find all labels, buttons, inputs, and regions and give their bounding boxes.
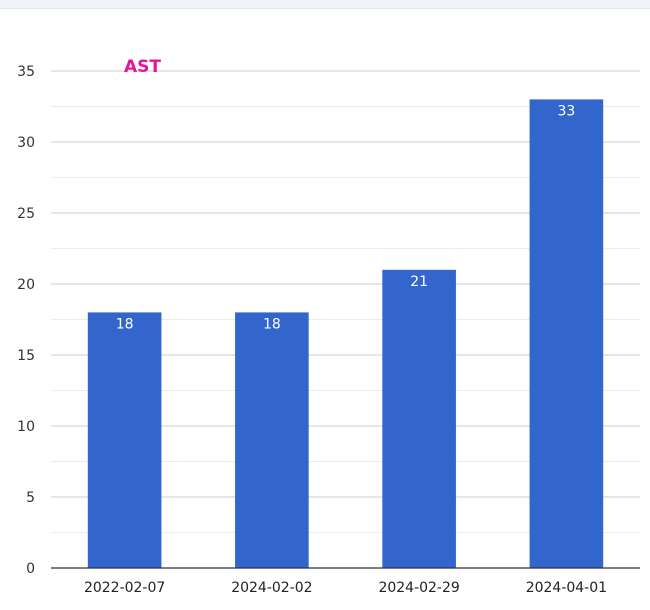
bar: [382, 269, 456, 568]
bar: [87, 312, 162, 568]
bars: 18 18 21 33: [87, 99, 604, 569]
bar: [235, 312, 309, 568]
y-tick-label: 10: [17, 419, 35, 435]
y-tick-label: 15: [17, 348, 35, 364]
bar-data-label: 33: [557, 103, 575, 119]
axes: 0 5 10 15 20 25 30 35 2022-02-07 2024-02-02 2024-0…: [17, 64, 640, 596]
y-tick-label: 30: [17, 135, 35, 151]
bar-data-label: 18: [263, 316, 281, 332]
bar-data-label: 21: [410, 274, 428, 290]
y-tick-label: 35: [17, 64, 35, 80]
bar: [529, 99, 604, 569]
top-strip: [0, 0, 650, 9]
x-tick-label: 2022-02-07: [84, 580, 165, 596]
x-tick-label: 2024-02-29: [378, 580, 459, 596]
x-tick-label: 2024-02-02: [231, 580, 312, 596]
bar-data-label: 18: [116, 316, 134, 332]
chart-title: AST: [124, 57, 161, 77]
y-tick-label: 20: [17, 277, 35, 293]
y-tick-label: 5: [26, 490, 35, 506]
y-tick-label: 0: [26, 561, 35, 577]
y-tick-label: 25: [17, 206, 35, 222]
x-tick-label: 2024-04-01: [526, 580, 607, 596]
